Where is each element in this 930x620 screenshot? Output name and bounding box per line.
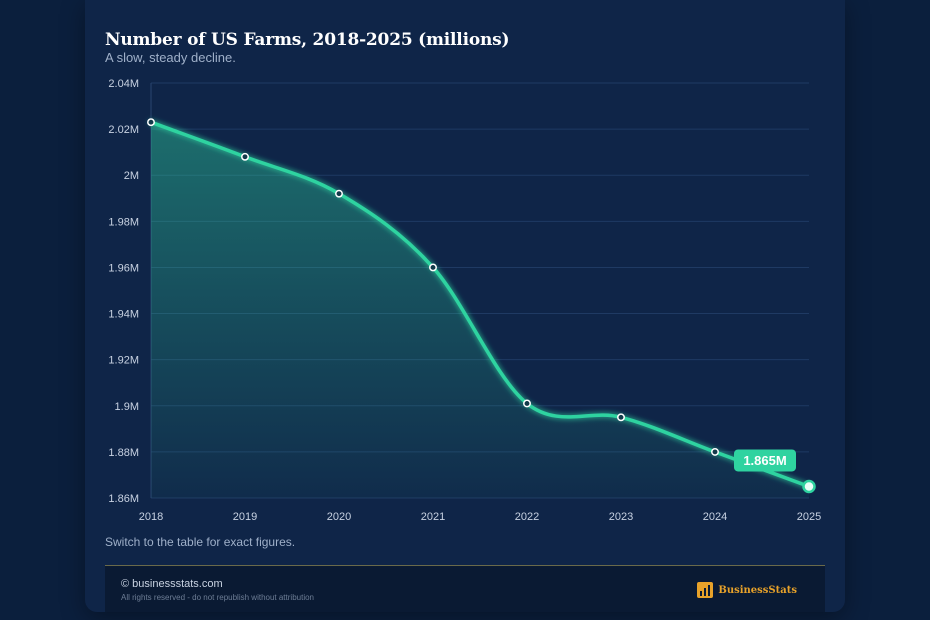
y-tick-label: 2.02M (108, 124, 139, 136)
value-callout-box (734, 449, 796, 472)
rights-text: All rights reserved - do not republish w… (121, 593, 314, 602)
y-tick-label: 2M (124, 170, 139, 182)
y-tick-label: 1.96M (108, 262, 139, 274)
y-tick-label: 1.98M (108, 216, 139, 228)
area-fill (151, 122, 809, 498)
x-tick-label: 2018 (139, 511, 163, 523)
chart-subtitle: A slow, steady decline. (105, 50, 236, 65)
data-point (429, 263, 437, 272)
data-point (335, 189, 343, 198)
data-point (241, 152, 249, 161)
value-callout-label: 1.865M (743, 453, 786, 468)
bar-chart-icon (697, 582, 714, 598)
y-tick-label: 1.92M (108, 355, 139, 367)
data-point (711, 447, 719, 456)
y-tick-label: 1.86M (108, 493, 139, 505)
y-tick-label: 1.94M (108, 309, 139, 321)
brand-logo: BusinessStats (697, 581, 797, 599)
series-line (149, 120, 811, 489)
chart-title: Number of US Farms, 2018-2025 (millions) (105, 30, 510, 50)
data-point (523, 399, 531, 408)
y-tick-label: 1.9M (115, 401, 139, 413)
y-tick-label: 2.04M (108, 78, 139, 90)
footer: © businessstats.com All rights reserved … (105, 565, 825, 612)
copyright-text: © businessstats.com (121, 578, 223, 590)
x-tick-label: 2025 (797, 511, 821, 523)
brand-name: BusinessStats (718, 584, 797, 596)
x-tick-label: 2022 (515, 511, 539, 523)
data-point (617, 413, 625, 422)
x-tick-label: 2024 (703, 511, 727, 523)
x-tick-label: 2023 (609, 511, 633, 523)
x-tick-label: 2020 (327, 511, 351, 523)
data-point (147, 118, 155, 127)
x-tick-label: 2019 (233, 511, 257, 523)
data-point (802, 479, 816, 494)
y-tick-label: 1.88M (108, 447, 139, 459)
table-hint: Switch to the table for exact figures. (105, 535, 296, 549)
x-tick-label: 2021 (421, 511, 445, 523)
